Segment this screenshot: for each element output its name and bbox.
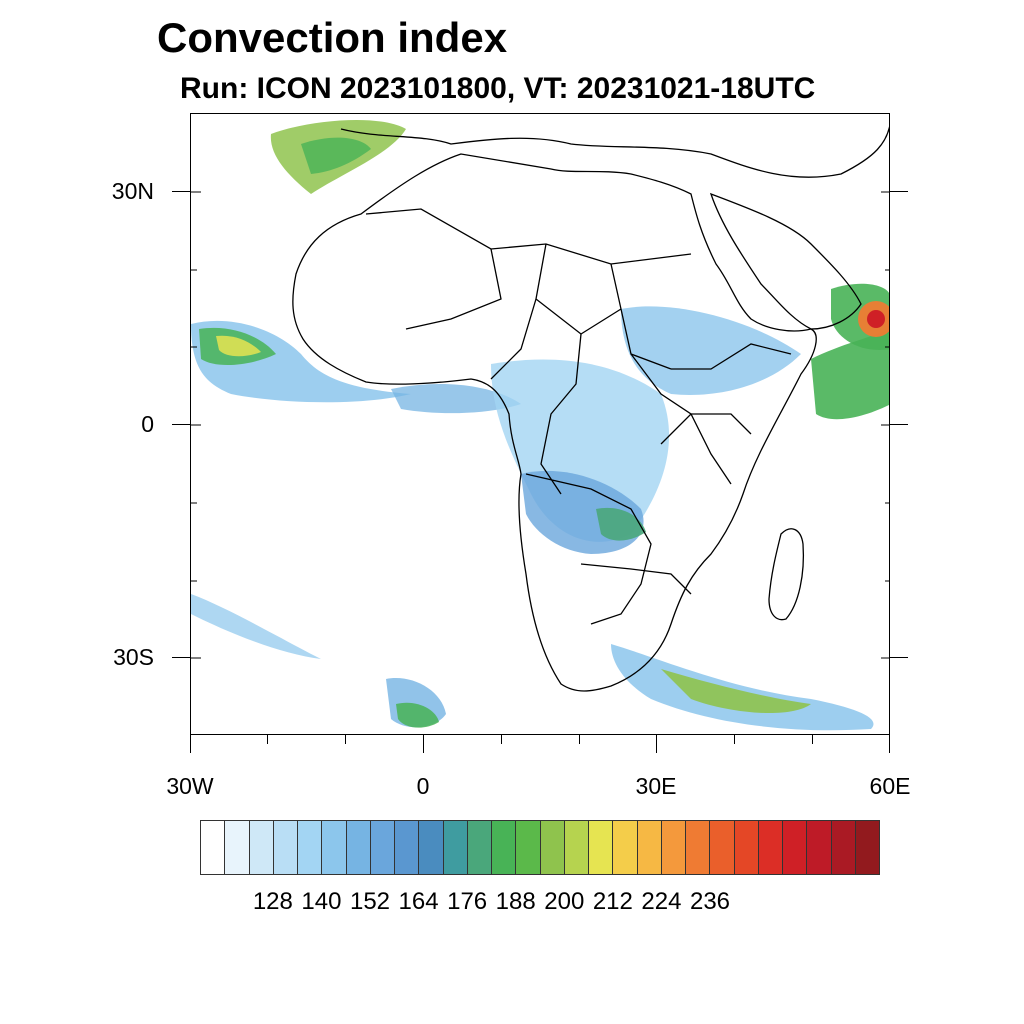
- country-border: [525, 473, 652, 625]
- colorbar-swatch: [734, 821, 759, 874]
- colorbar-swatch: [758, 821, 783, 874]
- colorbar-tick-label: 152: [349, 888, 391, 915]
- colorbar-swatch: [225, 821, 250, 874]
- arabia-coastline: [709, 192, 862, 330]
- convection-blob: [396, 702, 439, 728]
- lon-label-0: 0: [416, 773, 430, 799]
- convection-blob: [216, 335, 261, 357]
- colorbar-swatch: [273, 821, 298, 874]
- chart-title: Convection index: [157, 14, 508, 61]
- x-tick: [812, 735, 813, 744]
- country-border: [610, 263, 672, 370]
- colorbar-tick-label: 128: [252, 888, 293, 915]
- country-border: [540, 333, 582, 495]
- colorbar-swatch: [637, 821, 662, 874]
- colorbar-swatch: [686, 821, 711, 874]
- colorbar-swatch: [201, 821, 226, 874]
- x-tick: [423, 735, 424, 753]
- colorbar-swatch: [298, 821, 323, 874]
- y-tick: [172, 657, 190, 658]
- colorbar-swatch: [419, 821, 444, 874]
- colorbar-swatch: [855, 821, 879, 874]
- colorbar-swatch: [710, 821, 735, 874]
- lon-label-30w: 30W: [166, 773, 214, 799]
- europe-coastline: [340, 125, 889, 178]
- colorbar-swatch: [540, 821, 565, 874]
- country-border: [490, 298, 537, 380]
- colorbar: [200, 820, 880, 875]
- colorbar-tick-label: 200: [544, 888, 585, 915]
- coastlines: [292, 125, 889, 692]
- x-tick: [345, 735, 346, 744]
- y-tick: [890, 424, 908, 425]
- y-tick: [172, 424, 190, 425]
- x-tick: [579, 735, 580, 744]
- lat-label-0: 0: [141, 411, 154, 437]
- convection-blob: [596, 507, 646, 541]
- colorbar-swatch: [370, 821, 395, 874]
- colorbar-tick-label: 236: [689, 888, 731, 915]
- map-canvas: [191, 119, 889, 731]
- x-tick: [889, 735, 890, 753]
- convection-blob: [611, 644, 874, 731]
- colorbar-tick-label: 140: [301, 888, 342, 915]
- x-tick: [501, 735, 502, 744]
- colorbar-tick-label: 176: [447, 888, 488, 915]
- colorbar-swatch: [322, 821, 347, 874]
- country-border: [671, 343, 792, 370]
- colorbar-swatch: [613, 821, 638, 874]
- colorbar-swatch: [249, 821, 274, 874]
- colorbar-swatch: [443, 821, 468, 874]
- colorbar-swatch: [492, 821, 517, 874]
- y-tick: [890, 191, 908, 192]
- country-border: [535, 243, 622, 335]
- colorbar-swatch: [467, 821, 492, 874]
- madagascar-coastline: [768, 528, 805, 621]
- convection-blob: [391, 384, 521, 414]
- country-border: [580, 563, 692, 595]
- lon-label-60e: 60E: [869, 773, 911, 799]
- inner-ticks: [191, 191, 889, 659]
- y-tick: [890, 657, 908, 658]
- y-tick: [172, 191, 190, 192]
- convection-blob: [811, 329, 889, 420]
- colorbar-swatch: [346, 821, 371, 874]
- country-border: [365, 208, 692, 265]
- africa-coastline: [292, 153, 817, 692]
- chart-subtitle: Run: ICON 2023101800, VT: 20231021-18UTC: [180, 72, 816, 105]
- colorbar-swatch: [831, 821, 856, 874]
- colorbar-tick-label: 188: [495, 888, 536, 915]
- country-border: [660, 413, 752, 445]
- x-tick: [734, 735, 735, 744]
- colorbar-swatch: [564, 821, 589, 874]
- colorbar-swatch: [589, 821, 614, 874]
- convection-blob: [301, 137, 371, 174]
- lat-label-30s: 30S: [113, 644, 154, 670]
- x-tick: [190, 735, 191, 753]
- colorbar-swatch: [661, 821, 686, 874]
- lat-label-30n: 30N: [111, 178, 154, 204]
- convection-field: [191, 119, 889, 731]
- colorbar-swatch: [807, 821, 832, 874]
- convection-blob: [661, 669, 811, 714]
- colorbar-swatch: [516, 821, 541, 874]
- colorbar-swatch: [783, 821, 808, 874]
- convection-core: [867, 310, 885, 328]
- colorbar-tick-label: 224: [641, 888, 682, 915]
- country-border: [405, 248, 502, 330]
- colorbar-swatch: [395, 821, 420, 874]
- convection-blob: [621, 306, 801, 395]
- x-tick: [656, 735, 657, 753]
- convection-blob: [191, 594, 321, 659]
- colorbar-tick-label: 212: [592, 888, 633, 915]
- x-tick: [267, 735, 268, 744]
- lon-label-30e: 30E: [635, 773, 677, 799]
- map-panel: [190, 113, 890, 735]
- colorbar-tick-label: 164: [398, 888, 439, 915]
